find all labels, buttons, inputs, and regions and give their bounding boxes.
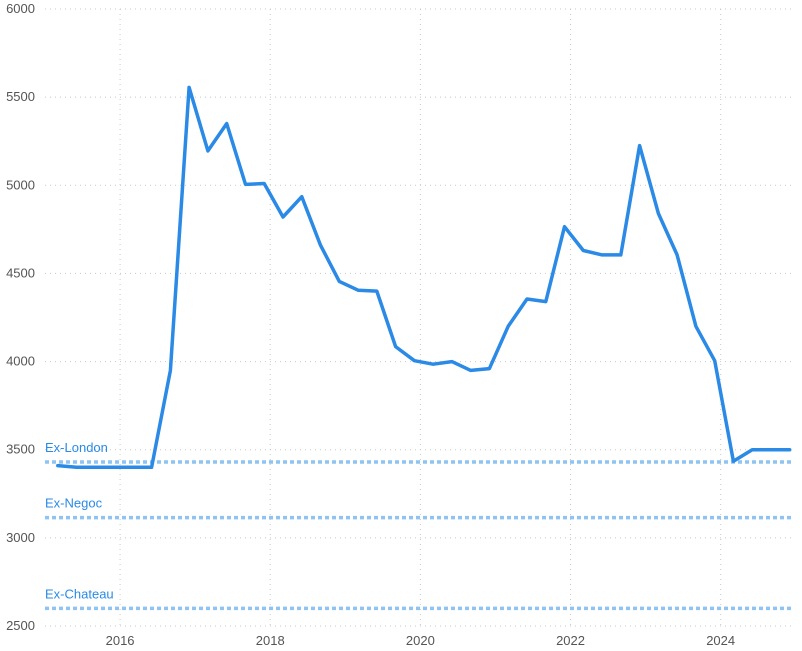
reference-line-label: Ex-Chateau xyxy=(45,586,114,601)
axis-labels: 2500 3000 3500 4000 4500 5000 5500 6000 2016 2018… xyxy=(6,1,735,648)
y-tick-label: 3000 xyxy=(6,530,35,545)
grid xyxy=(45,8,792,627)
x-tick-label: 2016 xyxy=(106,633,135,648)
y-tick-label: 6000 xyxy=(6,1,35,16)
reference-line-label: Ex-Negoc xyxy=(45,496,103,511)
x-tick-label: 2024 xyxy=(706,633,735,648)
reference-lines: Ex-London Ex-Negoc Ex-Chateau xyxy=(45,440,792,611)
series-line xyxy=(56,85,792,470)
y-tick-label: 2500 xyxy=(6,618,35,633)
x-tick-label: 2022 xyxy=(556,633,585,648)
y-tick-label: 4000 xyxy=(6,354,35,369)
x-tick-label: 2018 xyxy=(256,633,285,648)
y-tick-label: 5500 xyxy=(6,89,35,104)
series-layer xyxy=(56,85,792,470)
y-tick-label: 3500 xyxy=(6,442,35,457)
y-tick-label: 5000 xyxy=(6,177,35,192)
reference-line-label: Ex-London xyxy=(45,440,108,455)
y-tick-label: 4500 xyxy=(6,265,35,280)
x-tick-label: 2020 xyxy=(406,633,435,648)
